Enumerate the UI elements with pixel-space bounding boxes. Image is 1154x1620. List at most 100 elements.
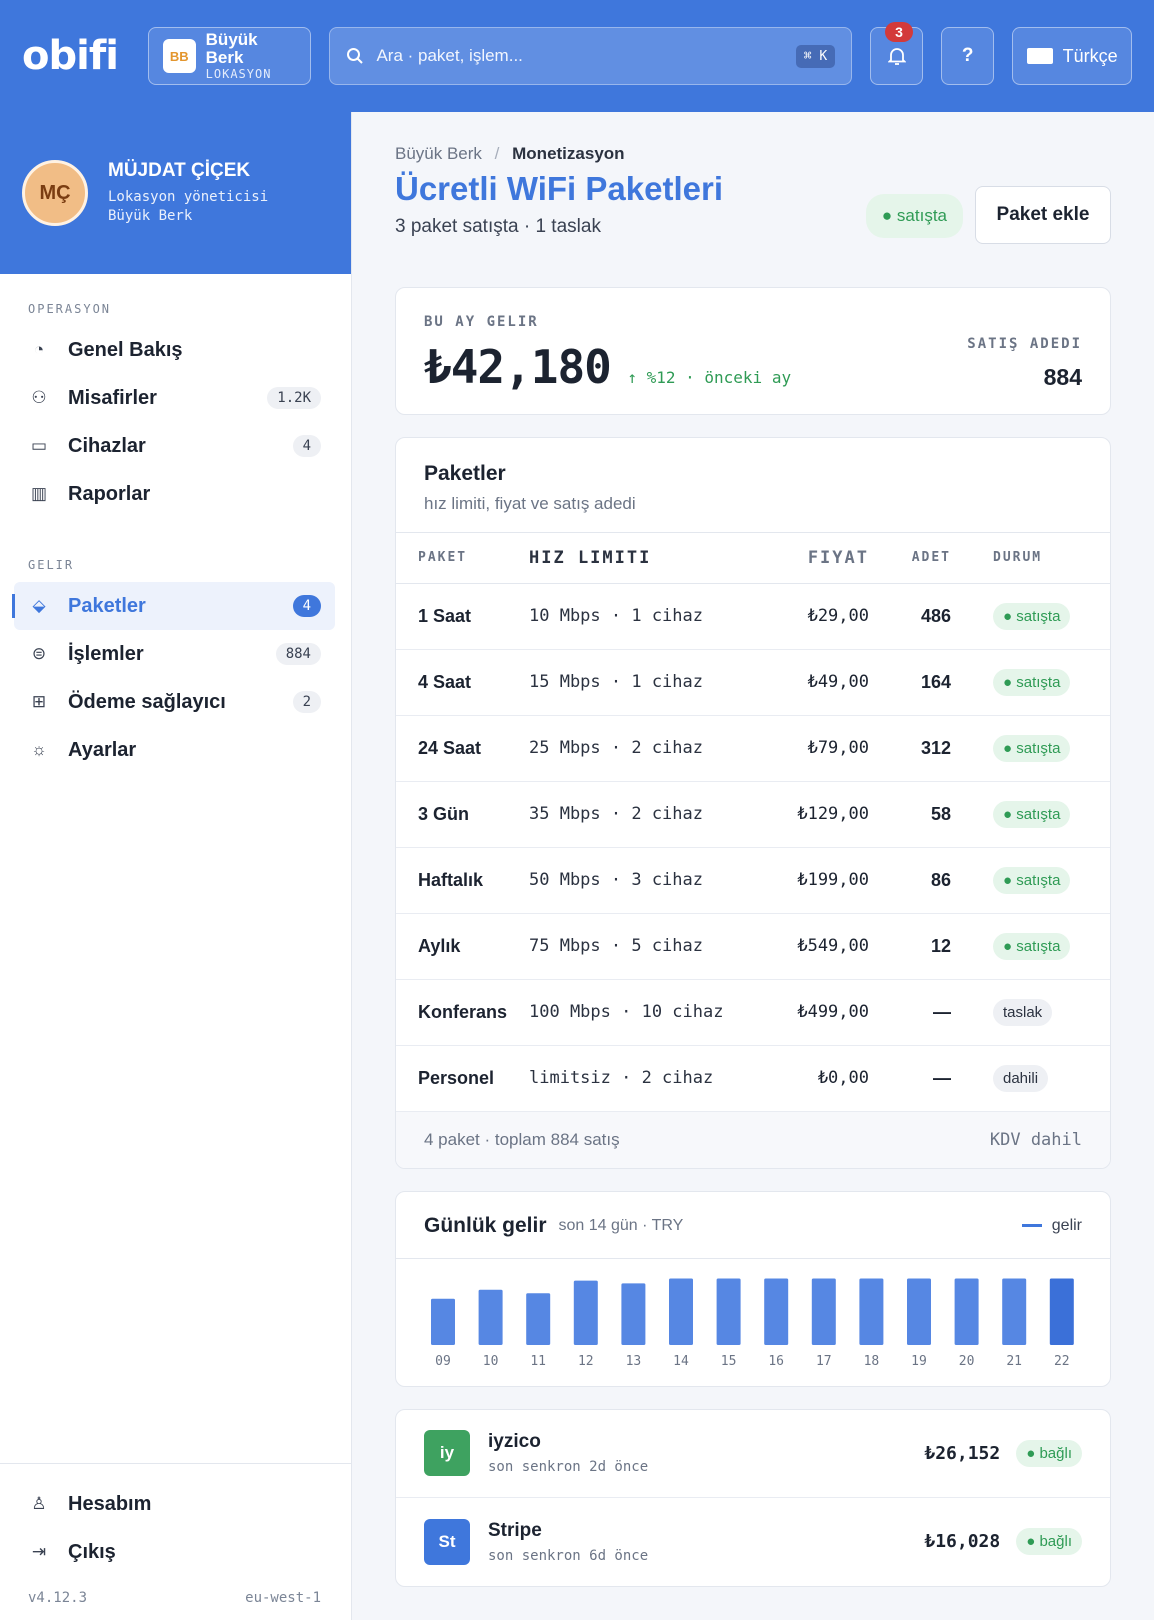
package-speed-limit: 15 Mbps · 1 cihaz <box>529 649 739 716</box>
sidebar-item-guests[interactable]: ⚇ Misafirler 1.2K <box>14 374 335 422</box>
package-name: 1 Saat <box>396 583 529 650</box>
revenue-delta: ↑ %12 · önceki ay <box>627 368 792 387</box>
bar-10[interactable] <box>478 1289 503 1345</box>
table-row[interactable]: 1 Saat 10 Mbps · 1 cihaz ₺29,00 486 ● satışt… <box>396 583 1110 650</box>
sidebar-item-count: 884 <box>275 643 321 665</box>
x-tick-label: 17 <box>816 1354 832 1369</box>
sidebar-footer: ♙ Hesabım ⇥ Çıkış v4.12.3 eu-west-1 <box>0 1463 351 1620</box>
sidebar-item-transactions[interactable]: ⊜ İşlemler 884 <box>14 630 335 678</box>
table-row[interactable]: Personel limitsiz · 2 cihaz ₺0,00— dahili <box>396 1045 1110 1112</box>
x-tick-label: 21 <box>1006 1354 1022 1369</box>
sidebar-item-account[interactable]: ♙ Hesabım <box>14 1480 335 1528</box>
status-badge: ● satışta <box>993 668 1071 696</box>
help-button[interactable]: ? <box>941 27 995 85</box>
packages-header: Paketler hız limiti, fiyat ve satış aded… <box>396 438 1110 533</box>
package-name: 24 Saat <box>396 715 529 782</box>
table-row[interactable]: Konferans 100 Mbps · 10 cihaz ₺499,00— tasl… <box>396 979 1110 1046</box>
bar-15[interactable] <box>716 1278 741 1345</box>
bar-22[interactable] <box>1049 1278 1074 1345</box>
sidebar-item-devices[interactable]: ▭ Cihazlar 4 <box>14 422 335 470</box>
package-name: Konferans <box>396 979 529 1046</box>
bar-20[interactable] <box>954 1278 979 1345</box>
package-price: ₺0,00 <box>739 1045 869 1112</box>
provider-logo: St <box>424 1518 470 1565</box>
page-title: Ücretli WiFi Paketleri <box>395 170 723 207</box>
chart-subtitle: son 14 gün · TRY <box>558 1216 684 1234</box>
logo[interactable]: obifi <box>22 33 119 79</box>
table-row[interactable]: 4 Saat 15 Mbps · 1 cihaz ₺49,00 164 ● satışt… <box>396 649 1110 716</box>
search-placeholder: Ara · paket, işlem... <box>376 46 523 65</box>
bar-09[interactable] <box>431 1298 455 1345</box>
bar-12[interactable] <box>573 1280 598 1345</box>
table-row[interactable]: Aylık 75 Mbps · 5 cihaz ₺549,00 12 ● satışta <box>396 913 1110 980</box>
x-tick-label: 16 <box>768 1354 784 1369</box>
page-subtitle: 3 paket satışta · 1 taslak <box>395 216 601 237</box>
bar-17[interactable] <box>811 1278 836 1345</box>
bar-21[interactable] <box>1002 1278 1027 1345</box>
package-sales-count: 486 <box>869 583 951 650</box>
search-input[interactable]: Ara · paket, işlem... ⌘ K <box>329 27 853 85</box>
sidebar-item-label: Raporlar <box>68 482 151 505</box>
package-speed-limit: 75 Mbps · 5 cihaz <box>529 913 739 980</box>
column-header[interactable]: FIYAT <box>739 533 869 584</box>
table-row[interactable]: 3 Gün 35 Mbps · 2 cihaz ₺129,00 58 ● satışta <box>396 781 1110 848</box>
package-speed-limit: 50 Mbps · 3 cihaz <box>529 847 739 914</box>
table-header-row: PAKET HIZ LIMITI FIYAT ADET DURUM <box>396 533 1110 584</box>
table-row[interactable]: Haftalık 50 Mbps · 3 cihaz ₺199,00 86 ● satı… <box>396 847 1110 914</box>
sidebar-item-settings[interactable]: ☼ Ayarlar <box>14 726 335 774</box>
location-switcher[interactable]: BB Büyük Berk LOKASYON <box>147 27 312 85</box>
bar-19[interactable] <box>907 1278 931 1345</box>
package-speed-limit: limitsiz · 2 cihaz <box>529 1045 739 1112</box>
x-tick-label: 22 <box>1054 1354 1070 1369</box>
location-name: Büyük Berk <box>205 30 258 67</box>
column-header[interactable]: DURUM <box>951 533 1110 584</box>
provider-amount: ₺26,152 <box>924 1442 1001 1464</box>
package-status-cell: ● satışta <box>951 781 1110 848</box>
sidebar-item-label: Genel Bakış <box>68 338 183 361</box>
package-sales-count: 12 <box>869 913 951 980</box>
provider-status-badge: ● bağlı <box>1016 1528 1082 1555</box>
version-label: v4.12.3 <box>28 1590 88 1606</box>
provider-sync: son senkron 2d önce <box>488 1459 649 1475</box>
table-row[interactable]: 24 Saat 25 Mbps · 2 cihaz ₺79,00 312 ● satış… <box>396 715 1110 782</box>
packages-summary: 4 paket · toplam 884 satış <box>424 1129 620 1149</box>
revenue-value: ₺42,180 <box>424 340 612 394</box>
sidebar-item-logout[interactable]: ⇥ Çıkış <box>14 1528 335 1576</box>
notifications-button[interactable]: 3 <box>870 22 924 85</box>
bar-13[interactable] <box>621 1282 646 1345</box>
x-tick-label: 13 <box>626 1354 642 1369</box>
package-sales-count: 86 <box>869 847 951 914</box>
users-icon: ⚇ <box>31 388 47 407</box>
column-header[interactable]: ADET <box>869 533 951 584</box>
region-label: eu-west-1 <box>245 1590 321 1606</box>
provider-row[interactable]: iy iyzico son senkron 2d önce ₺26,152 ● bağl… <box>396 1410 1110 1498</box>
provider-row[interactable]: St Stripe son senkron 6d önce ₺16,028 ● bağl… <box>396 1498 1110 1586</box>
package-sales-count: — <box>869 1045 951 1112</box>
tax-note: KDV dahil <box>989 1129 1082 1150</box>
sun-gear-icon: ☼ <box>31 740 47 759</box>
add-package-button[interactable]: Paket ekle <box>975 186 1111 244</box>
bar-11[interactable] <box>526 1292 551 1345</box>
sidebar-item-overview[interactable]: ◔ Genel Bakış <box>14 326 335 374</box>
bell-icon <box>887 48 906 65</box>
package-price: ₺29,00 <box>739 583 869 650</box>
provider-amount: ₺16,028 <box>924 1531 1001 1552</box>
sidebar-item-payment-provider[interactable]: ⊞ Ödeme sağlayıcı 2 <box>14 678 335 726</box>
column-header[interactable]: PAKET <box>396 533 529 584</box>
package-sales-count: 312 <box>869 715 951 782</box>
avatar[interactable]: MÇ <box>22 160 88 226</box>
sidebar-item-packages[interactable]: ⬙ Paketler 4 <box>12 582 335 630</box>
version-info: v4.12.3 eu-west-1 <box>0 1576 351 1620</box>
bar-14[interactable] <box>669 1278 693 1345</box>
bar-18[interactable] <box>859 1278 884 1345</box>
x-tick-label: 15 <box>721 1354 737 1369</box>
bar-16[interactable] <box>764 1278 789 1345</box>
sidebar-item-reports[interactable]: ▥ Raporlar <box>14 470 335 518</box>
status-badge: ● satışta <box>993 932 1071 960</box>
language-selector[interactable]: Türkçe <box>1012 27 1132 85</box>
column-header[interactable]: HIZ LIMITI <box>529 533 739 584</box>
provider-sync: son senkron 6d önce <box>488 1547 649 1564</box>
legend-swatch <box>1021 1224 1042 1227</box>
chart-title: Günlük gelir <box>424 1213 547 1237</box>
breadcrumb-parent[interactable]: Büyük Berk <box>395 144 482 163</box>
